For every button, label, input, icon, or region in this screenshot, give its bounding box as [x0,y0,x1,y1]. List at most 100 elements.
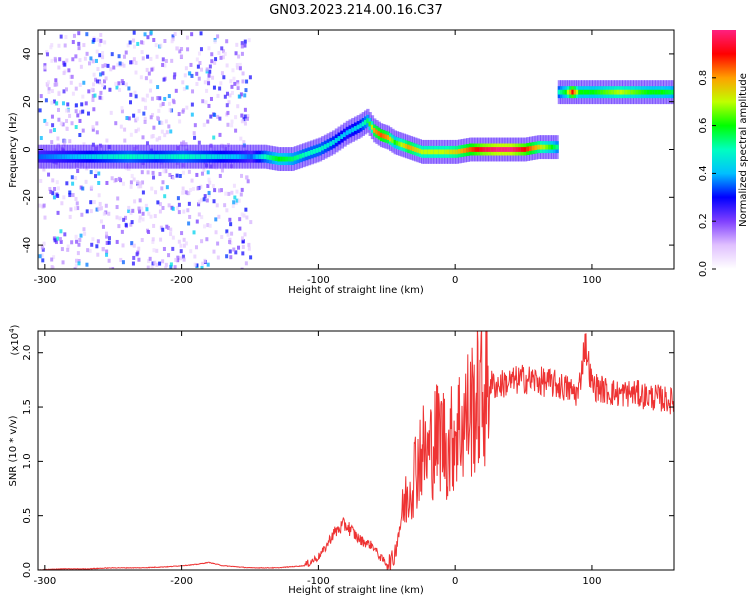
noise-speckle [240,187,244,192]
noise-speckle [65,108,69,113]
ridge-core [91,154,96,160]
noise-speckle [74,54,78,59]
noise-speckle [71,193,75,198]
noise-speckle [147,71,151,76]
noise-speckle [132,44,136,49]
noise-speckle [130,220,134,225]
x-tick-label: -200 [170,275,193,286]
snr-scale-exponent: 4 [8,328,16,333]
high-band-core [665,89,670,95]
ridge-core [156,154,161,160]
noise-speckle [108,87,112,92]
noise-speckle [130,241,134,246]
high-band-core [646,89,651,95]
ridge-core [43,154,47,160]
ridge-core [271,155,276,161]
noise-speckle [53,82,57,87]
noise-speckle [42,241,46,246]
noise-speckle [74,103,78,108]
noise-speckle [65,126,69,131]
noise-speckle [171,34,175,39]
noise-speckle [131,208,135,213]
noise-speckle [243,232,247,237]
noise-speckle [190,178,194,183]
y-tick-label: -20 [22,189,33,205]
high-band-core [605,89,610,95]
noise-speckle [114,121,118,126]
noise-speckle [211,75,215,80]
noise-speckle [241,71,245,76]
noise-speckle [79,110,83,115]
ridge-core [402,143,407,148]
noise-speckle [159,225,163,230]
noise-speckle [50,140,54,145]
noise-speckle [97,171,101,176]
high-band-core [597,89,602,95]
noise-speckle [77,258,81,263]
noise-speckle [103,40,107,45]
ridge-core [51,154,55,160]
noise-speckle [74,86,78,91]
noise-speckle [206,77,210,82]
noise-speckle [219,188,223,193]
noise-speckle [186,208,190,213]
noise-speckle [45,52,49,57]
noise-speckle [189,249,193,254]
noise-speckle [211,184,215,189]
noise-speckle [206,262,210,267]
noise-speckle [232,200,236,205]
ridge-core [393,139,397,145]
ridge-core [375,129,379,135]
noise-speckle [247,38,251,43]
ridge-core [66,154,71,160]
noise-speckle [158,172,162,177]
ridge-core [222,154,227,160]
noise-speckle [38,254,42,259]
noise-speckle [134,60,138,65]
noise-speckle [52,255,56,260]
ridge-core [266,154,271,160]
noise-speckle [121,260,125,265]
ridge-core [389,136,393,142]
noise-speckle [247,242,251,247]
noise-speckle [52,99,56,104]
noise-speckle [68,139,72,144]
ridge-core [501,147,506,152]
noise-speckle [142,111,146,116]
noise-speckle [240,212,244,217]
noise-speckle [200,215,204,220]
noise-speckle [177,202,181,207]
noise-speckle [119,124,123,129]
noise-speckle [92,107,96,112]
noise-speckle [91,142,95,147]
snr-marks [38,331,674,570]
noise-speckle [216,241,220,246]
noise-speckle [171,235,175,240]
noise-speckle [88,61,92,66]
ridge-core [351,127,355,133]
ridge-core [296,154,301,160]
ridge-core [400,142,404,148]
y-tick-label: 0 [22,146,33,152]
ridge-core [477,147,481,152]
noise-speckle [117,54,121,59]
colorbar-tick-label: 0.2 [698,213,709,229]
noise-speckle [240,119,244,124]
noise-speckle [240,173,244,178]
noise-speckle [89,200,93,205]
noise-speckle [156,200,160,205]
noise-speckle [178,49,182,54]
noise-speckle [145,93,149,98]
ridge-core [301,152,306,158]
ridge-core [395,140,400,146]
noise-speckle [98,201,102,206]
noise-speckle [129,210,133,215]
ridge-core [250,154,254,160]
ridge-core [463,148,468,153]
ridge-core [433,149,438,155]
noise-speckle [230,190,234,195]
noise-speckle [63,139,67,144]
noise-speckle [234,51,238,56]
noise-speckle [235,198,239,203]
ridge-core [53,154,58,160]
